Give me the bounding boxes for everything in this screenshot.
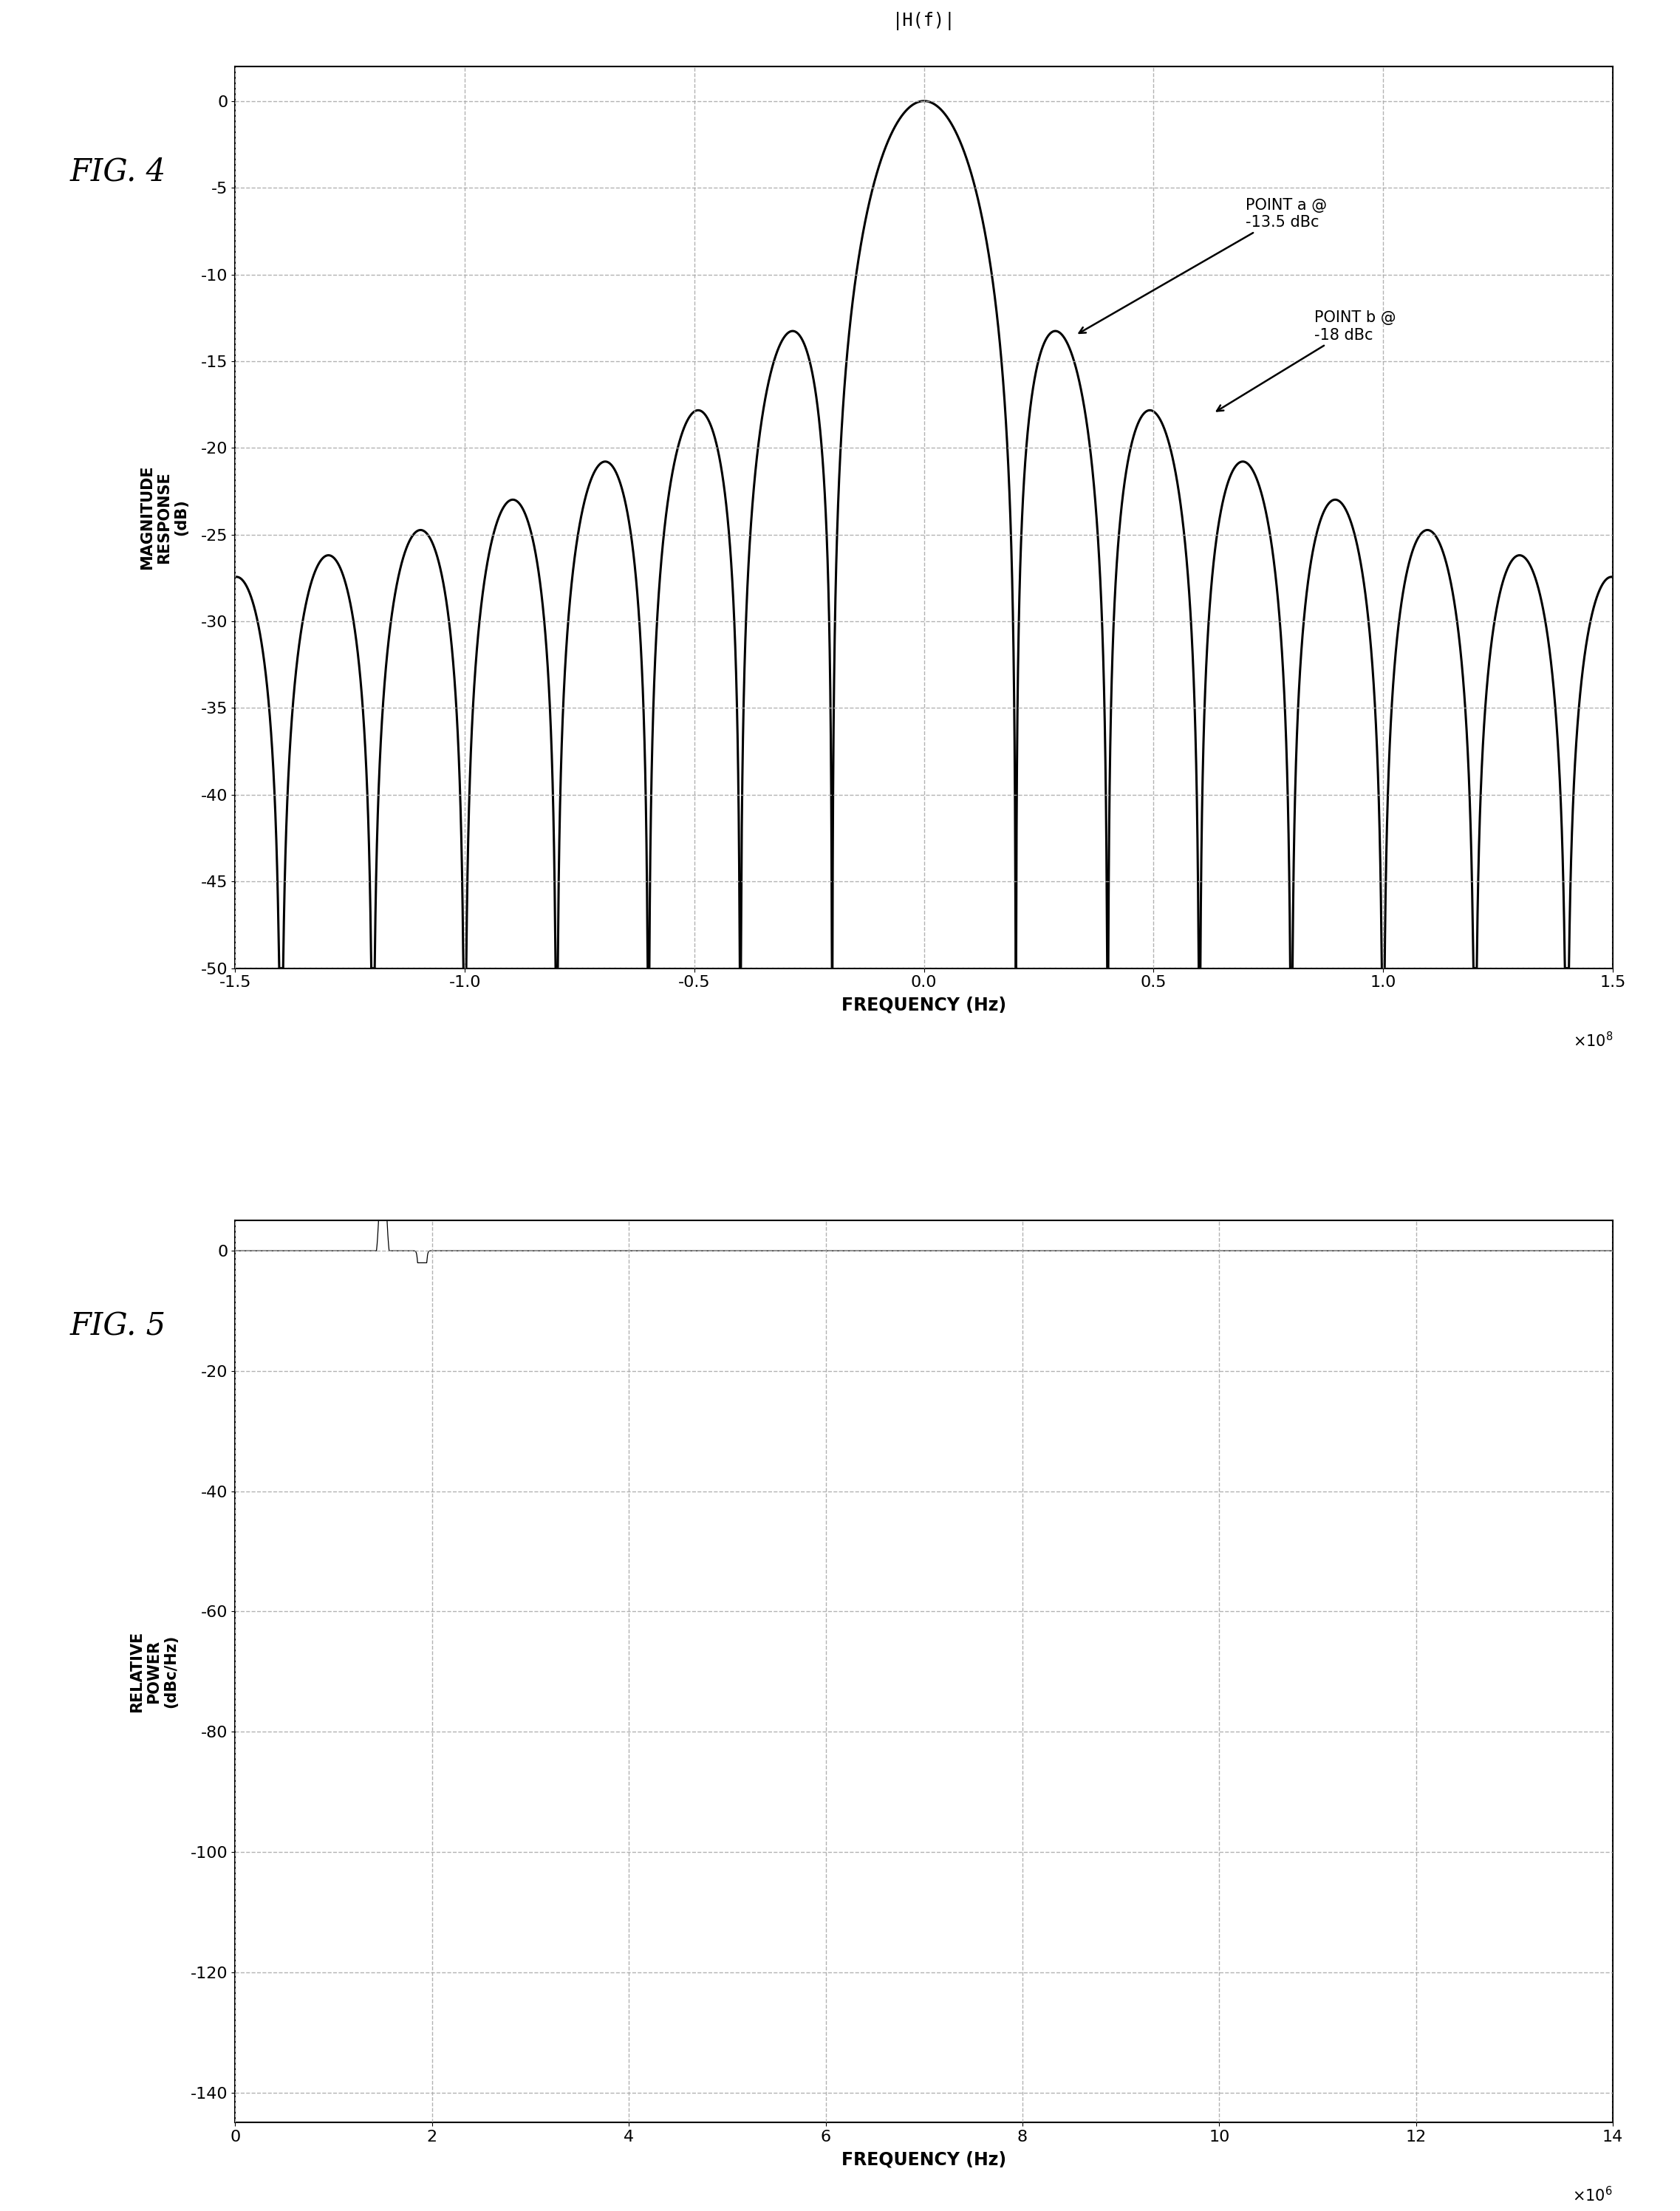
X-axis label: FREQUENCY (Hz): FREQUENCY (Hz) bbox=[842, 2151, 1006, 2169]
Text: $\times10^8$: $\times10^8$ bbox=[1572, 1030, 1613, 1050]
Text: POINT b @
-18 dBc: POINT b @ -18 dBc bbox=[1216, 310, 1396, 411]
X-axis label: FREQUENCY (Hz): FREQUENCY (Hz) bbox=[842, 997, 1006, 1015]
Y-axis label: MAGNITUDE
RESPONSE
(dB): MAGNITUDE RESPONSE (dB) bbox=[139, 464, 188, 570]
Text: FIG. 4: FIG. 4 bbox=[71, 157, 166, 188]
Text: POINT a @
-13.5 dBc: POINT a @ -13.5 dBc bbox=[1079, 197, 1327, 334]
Text: $\times10^6$: $\times10^6$ bbox=[1572, 2187, 1613, 2204]
Text: |H(f)|: |H(f)| bbox=[892, 11, 956, 31]
Y-axis label: RELATIVE
POWER
(dBc/Hz): RELATIVE POWER (dBc/Hz) bbox=[129, 1632, 178, 1711]
Text: FIG. 5: FIG. 5 bbox=[71, 1311, 166, 1342]
